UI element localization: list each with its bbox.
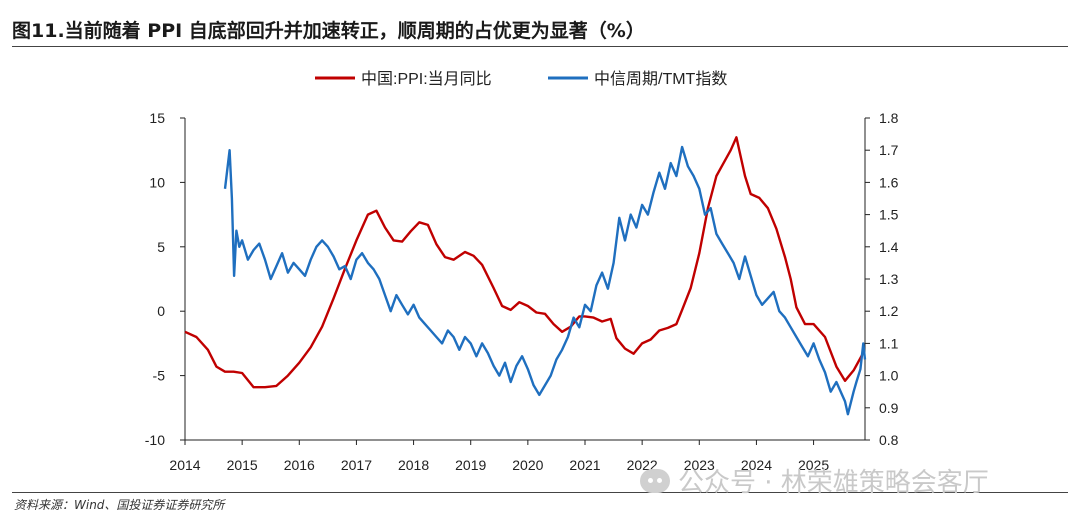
right-tick-label: 1.0	[879, 368, 899, 384]
left-tick-labels: -10 -5 0 5 10 15	[145, 110, 185, 448]
page-title: 图11.当前随着 PPI 自底部回升并加速转正，顺周期的占优更为显著（%）	[12, 20, 645, 42]
wechat-icon	[640, 468, 670, 493]
legend-label-2: 中信周期/TMT指数	[594, 70, 727, 88]
right-tick-label: 1.7	[879, 142, 899, 158]
watermark-text: 公众号 · 林荣雄策略会客厅	[678, 468, 989, 498]
right-tick-label: 1.2	[879, 303, 899, 319]
left-tick-label: 15	[149, 110, 165, 126]
watermark: 公众号 · 林荣雄策略会客厅	[640, 462, 989, 499]
right-tick-label: 0.9	[879, 400, 899, 416]
right-tick-label: 1.4	[879, 239, 899, 255]
left-tick-label: -10	[145, 432, 165, 448]
legend: 中国:PPI:当月同比 中信周期/TMT指数	[315, 70, 727, 88]
x-tick-label: 2025	[798, 457, 829, 473]
right-tick-label: 1.3	[879, 271, 899, 287]
right-tick-label: 1.1	[879, 335, 899, 351]
x-tick-label: 2014	[169, 457, 200, 473]
left-tick-label: -5	[153, 368, 166, 384]
left-tick-label: 10	[149, 174, 165, 190]
left-tick-label: 5	[157, 239, 165, 255]
right-tick-label: 0.8	[879, 432, 899, 448]
title-divider	[12, 46, 1068, 47]
right-tick-labels: 0.8 0.9 1.0 1.1 1.2 1.3 1.4 1.5 1.6 1.7 1.8	[865, 110, 899, 448]
x-tick-label: 2019	[455, 457, 486, 473]
right-tick-label: 1.6	[879, 174, 899, 190]
x-tick-label: 2023	[684, 457, 715, 473]
series-lines	[184, 136, 867, 416]
right-tick-label: 1.5	[879, 207, 899, 223]
x-tick-label: 2015	[227, 457, 258, 473]
x-tick-label: 2018	[398, 457, 429, 473]
x-tick-label: 2020	[512, 457, 543, 473]
x-tick-label: 2021	[569, 457, 600, 473]
left-tick-label: 0	[157, 303, 165, 319]
right-tick-label: 1.8	[879, 110, 899, 126]
legend-label-1: 中国:PPI:当月同比	[361, 70, 492, 88]
x-tick-label: 2017	[341, 457, 372, 473]
source-note: 资料来源：Wind、国投证券证券研究所	[14, 498, 225, 512]
x-tick-label: 2016	[284, 457, 315, 473]
footer-divider	[12, 492, 1068, 493]
series-line-1	[184, 136, 864, 389]
x-tick-label: 2024	[741, 457, 772, 473]
series-line-2	[223, 145, 867, 416]
